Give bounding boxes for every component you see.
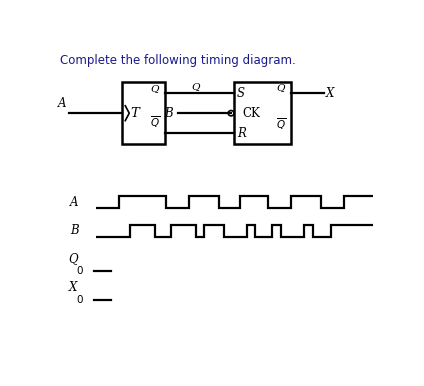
Text: R: R	[237, 127, 246, 140]
Bar	[122, 82, 165, 144]
Text: 0: 0	[76, 295, 83, 305]
Text: Q: Q	[68, 252, 78, 265]
Text: $\overline{Q}$: $\overline{Q}$	[150, 115, 160, 130]
Text: X: X	[69, 281, 77, 295]
Text: Q: Q	[276, 83, 285, 92]
Text: $\overline{Q}$: $\overline{Q}$	[276, 116, 287, 132]
Text: Complete the following timing diagram.: Complete the following timing diagram.	[59, 54, 296, 67]
Text: A: A	[70, 196, 78, 209]
Text: Q: Q	[192, 82, 200, 91]
Text: X: X	[326, 87, 334, 100]
Text: 0: 0	[76, 266, 83, 276]
Text: Q: Q	[150, 84, 159, 93]
Text: B: B	[70, 224, 79, 237]
Text: B: B	[165, 107, 173, 120]
Text: S: S	[237, 87, 245, 100]
Text: T: T	[130, 107, 139, 120]
Text: CK: CK	[242, 107, 260, 120]
Bar	[234, 82, 291, 144]
Text: A: A	[58, 97, 66, 110]
